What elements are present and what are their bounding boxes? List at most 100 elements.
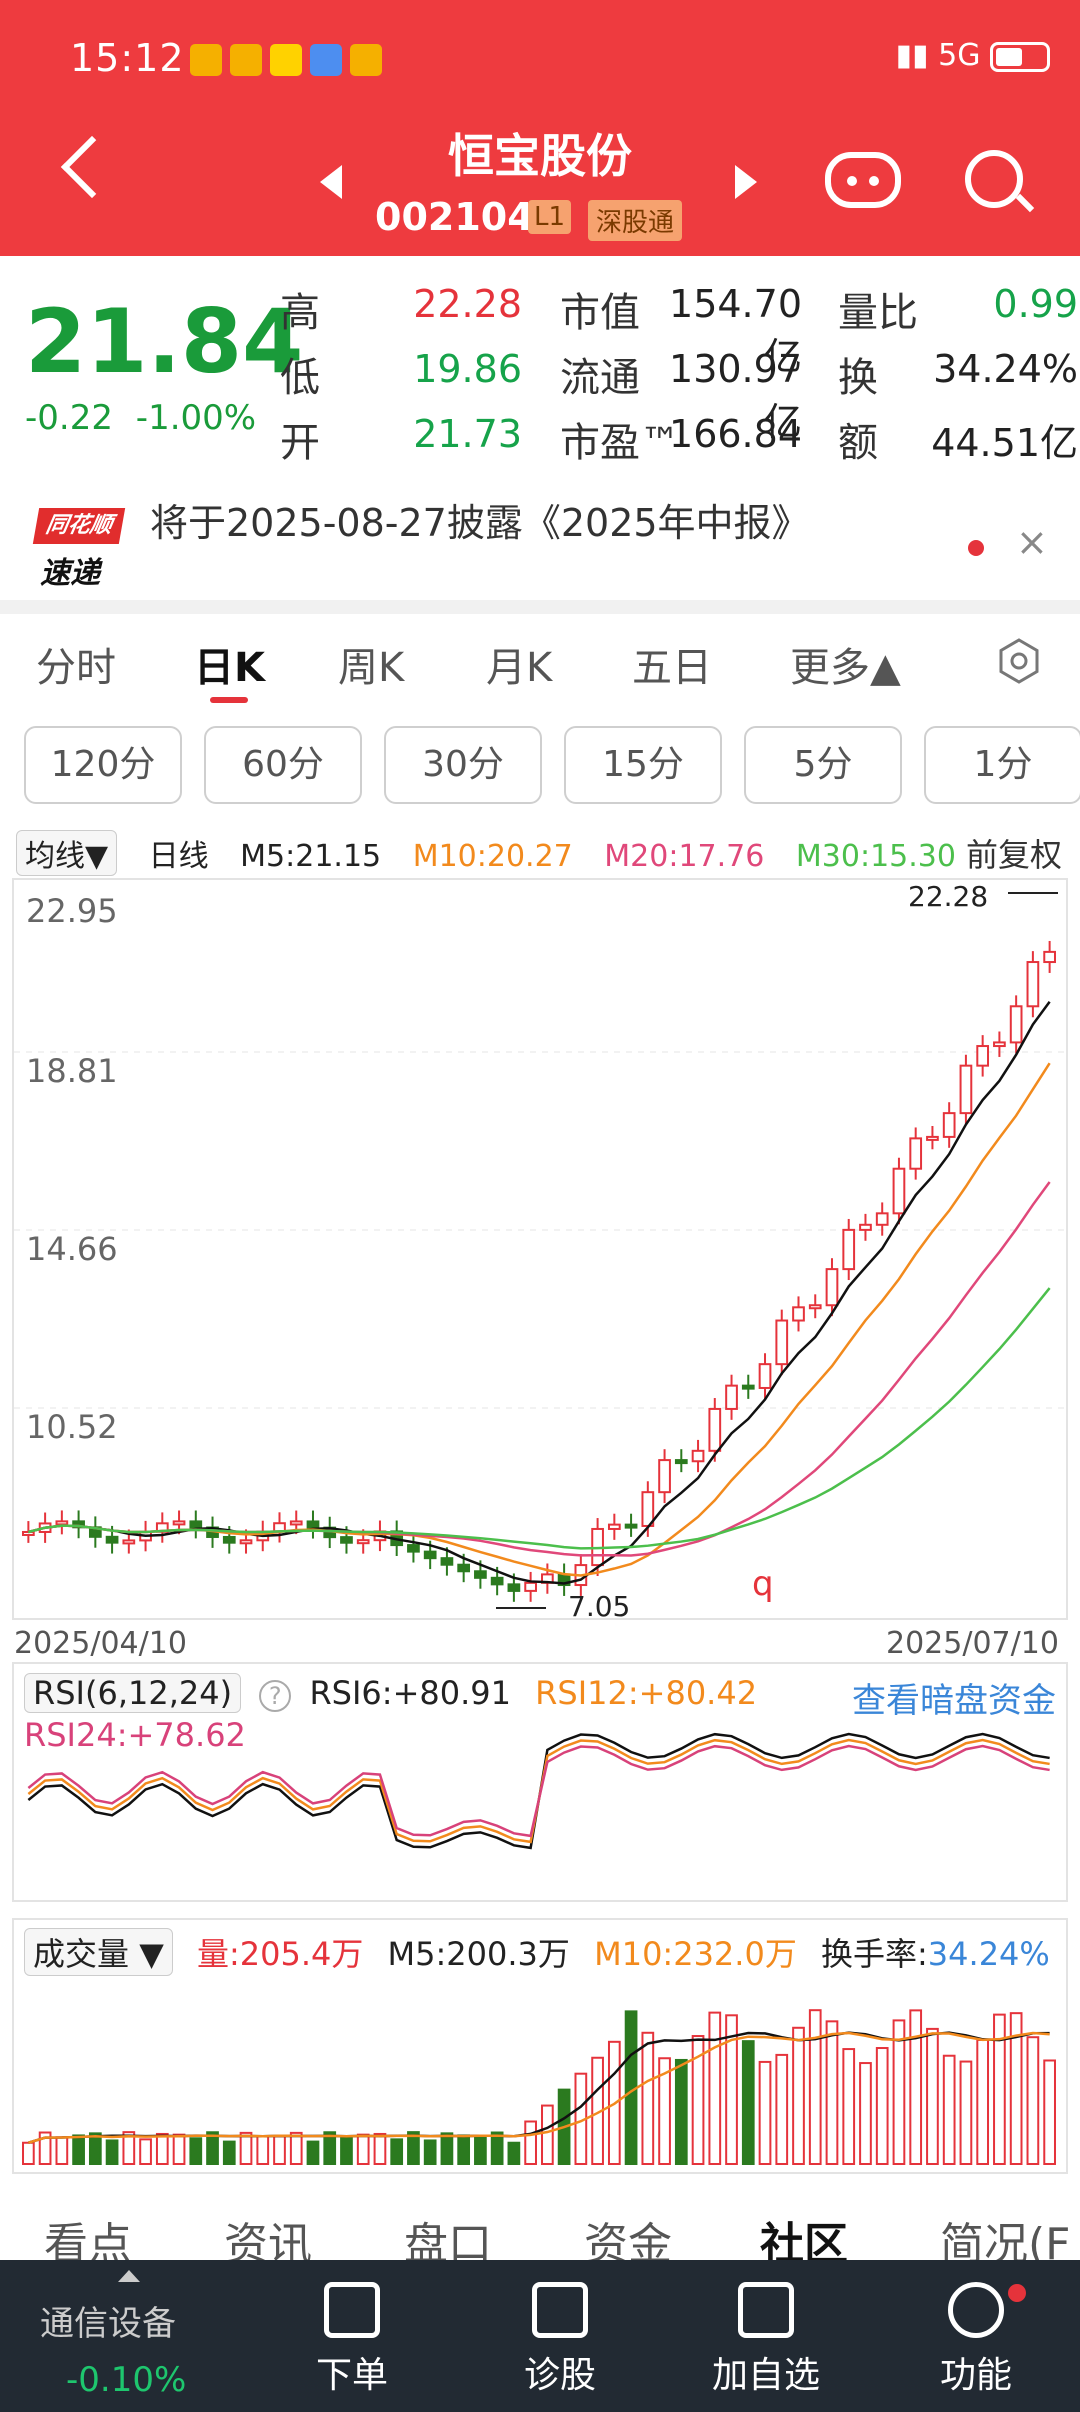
ma-type-dropdown[interactable]: 均线▼ — [16, 830, 118, 876]
volume-bar — [524, 2120, 537, 2165]
next-stock-icon[interactable] — [735, 165, 757, 199]
quote-label: 开 — [280, 420, 320, 466]
rsi6-value: RSI6:+80.91 — [309, 1674, 511, 1712]
period-120min-button[interactable]: 120分 — [24, 726, 182, 804]
expand-up-icon[interactable] — [118, 2270, 140, 2282]
status-right: ▮▮ 5G — [896, 38, 1050, 73]
tab-monthly-k[interactable]: 月K — [486, 645, 553, 691]
candle — [674, 1459, 688, 1465]
volume-bar — [423, 2139, 437, 2166]
volume-bar — [1026, 2036, 1040, 2166]
diagnose-briefcase-icon — [532, 2282, 588, 2338]
nav-order[interactable]: 下单 — [282, 2282, 422, 2398]
settings-hexagon-icon[interactable] — [995, 637, 1043, 685]
period-5min-button[interactable]: 5分 — [744, 726, 902, 804]
candle — [222, 1535, 236, 1544]
top-header: 15:12 ▮▮ 5G 恒宝股份 002104 L1 深股通 — [0, 0, 1080, 256]
vol-m10: M10:232.0万 — [594, 1935, 797, 1973]
candle — [423, 1550, 437, 1560]
candle — [909, 1137, 923, 1170]
ma-period: 日线 — [148, 839, 209, 874]
candle — [792, 1306, 805, 1322]
candle — [507, 1583, 521, 1592]
volume-bar — [239, 2131, 253, 2166]
rsi-chart[interactable] — [12, 1662, 1068, 1902]
tab-intraday[interactable]: 分时 — [36, 645, 116, 691]
volume-legend: 成交量 ▼ 量:205.4万 M5:200.3万 M10:232.0万 换手率:… — [24, 1928, 1050, 1976]
tab-five-day[interactable]: 五日 — [632, 645, 712, 691]
notification-dot — [1008, 2284, 1026, 2302]
volume-bar — [792, 2026, 805, 2165]
nav-add-watchlist[interactable]: 加自选 — [696, 2282, 836, 2398]
level-badge: L1 — [528, 200, 572, 234]
active-tab-indicator — [210, 697, 248, 703]
candle — [926, 1135, 939, 1141]
volume-bar — [155, 2132, 169, 2166]
period-1min-button[interactable]: 1分 — [924, 726, 1080, 804]
rsi-legend: RSI(6,12,24) ? RSI6:+80.91 RSI12:+80.42 — [24, 1673, 757, 1713]
volume-bar — [356, 2133, 370, 2165]
candle — [1043, 950, 1056, 964]
price-change: -0.22 -1.00% — [25, 398, 257, 438]
quote-value: 0.99 — [993, 282, 1078, 326]
volume-bar — [139, 2138, 152, 2166]
app-58-icon — [270, 44, 302, 76]
quote-value: 154.70亿 — [669, 282, 802, 379]
tonghuashun-express-logo: 同花顺 速递 — [32, 508, 126, 591]
kline-chart[interactable] — [12, 878, 1068, 1620]
ma-line — [28, 1181, 1051, 1557]
candle — [105, 1535, 119, 1544]
tab-daily-k[interactable]: 日K — [194, 645, 265, 691]
candle — [356, 1539, 370, 1545]
period-30min-button[interactable]: 30分 — [384, 726, 542, 804]
help-icon[interactable]: ? — [259, 1680, 292, 1712]
nav-functions[interactable]: 功能 — [906, 2282, 1046, 2398]
volume-value: 量:205.4万 — [196, 1935, 364, 1973]
turnover-value: 34.24% — [927, 1935, 1050, 1973]
period-60min-button[interactable]: 60分 — [204, 726, 362, 804]
quote-label: 市值 — [560, 290, 640, 336]
volume-bar — [758, 2060, 772, 2165]
high-marker: 22.28 — [908, 880, 989, 913]
candle — [490, 1576, 504, 1586]
rsi-dropdown[interactable]: RSI(6,12,24) — [24, 1673, 242, 1713]
candle — [55, 1520, 69, 1526]
quote-label: 量比 — [838, 290, 918, 336]
app-icon — [230, 44, 262, 76]
candle — [340, 1536, 353, 1544]
tab-weekly-k[interactable]: 周K — [338, 645, 405, 691]
ma20-value: M20:17.76 — [604, 839, 765, 874]
candle — [976, 1045, 990, 1067]
order-document-icon — [324, 2282, 380, 2338]
signal-icon: ▮▮ — [895, 38, 929, 73]
earnings-notice[interactable]: 将于2025-08-27披露《2025年中报》 — [150, 501, 810, 545]
period-15min-button[interactable]: 15分 — [564, 726, 722, 804]
candle — [407, 1544, 420, 1553]
tab-more[interactable]: 更多▲ — [790, 645, 901, 691]
ma-line — [28, 1000, 1051, 1585]
candle — [440, 1557, 454, 1566]
volume-bar — [641, 2031, 655, 2166]
candle — [72, 1520, 85, 1529]
quote-value: 34.24% — [933, 347, 1078, 391]
sector-change: -0.10% — [66, 2360, 187, 2400]
prev-stock-icon[interactable] — [320, 165, 342, 199]
candle — [942, 1112, 956, 1138]
close-notice-button[interactable]: × — [1016, 520, 1048, 564]
candle — [993, 1041, 1006, 1048]
volume-dropdown[interactable]: 成交量 ▼ — [24, 1928, 173, 1976]
y-tick: 14.66 — [26, 1230, 118, 1268]
nav-diagnose[interactable]: 诊股 — [490, 2282, 630, 2398]
robot-assistant-icon[interactable] — [825, 152, 901, 208]
adjust-mode-button[interactable]: 前复权 — [965, 836, 1062, 874]
candle — [825, 1268, 839, 1307]
search-icon[interactable] — [965, 150, 1023, 208]
quote-value: 21.73 — [413, 412, 522, 456]
sector-name[interactable]: 通信设备 — [40, 2304, 176, 2344]
volume-chart[interactable] — [12, 1918, 1068, 2174]
dark-pool-link[interactable]: 查看暗盘资金 — [852, 1681, 1056, 1721]
quote-value: 22.28 — [413, 282, 522, 326]
ma-legend: 均线▼ 日线 M5:21.15 M10:20.27 M20:17.76 M30:… — [16, 830, 978, 876]
ma10-value: M10:20.27 — [412, 839, 573, 874]
